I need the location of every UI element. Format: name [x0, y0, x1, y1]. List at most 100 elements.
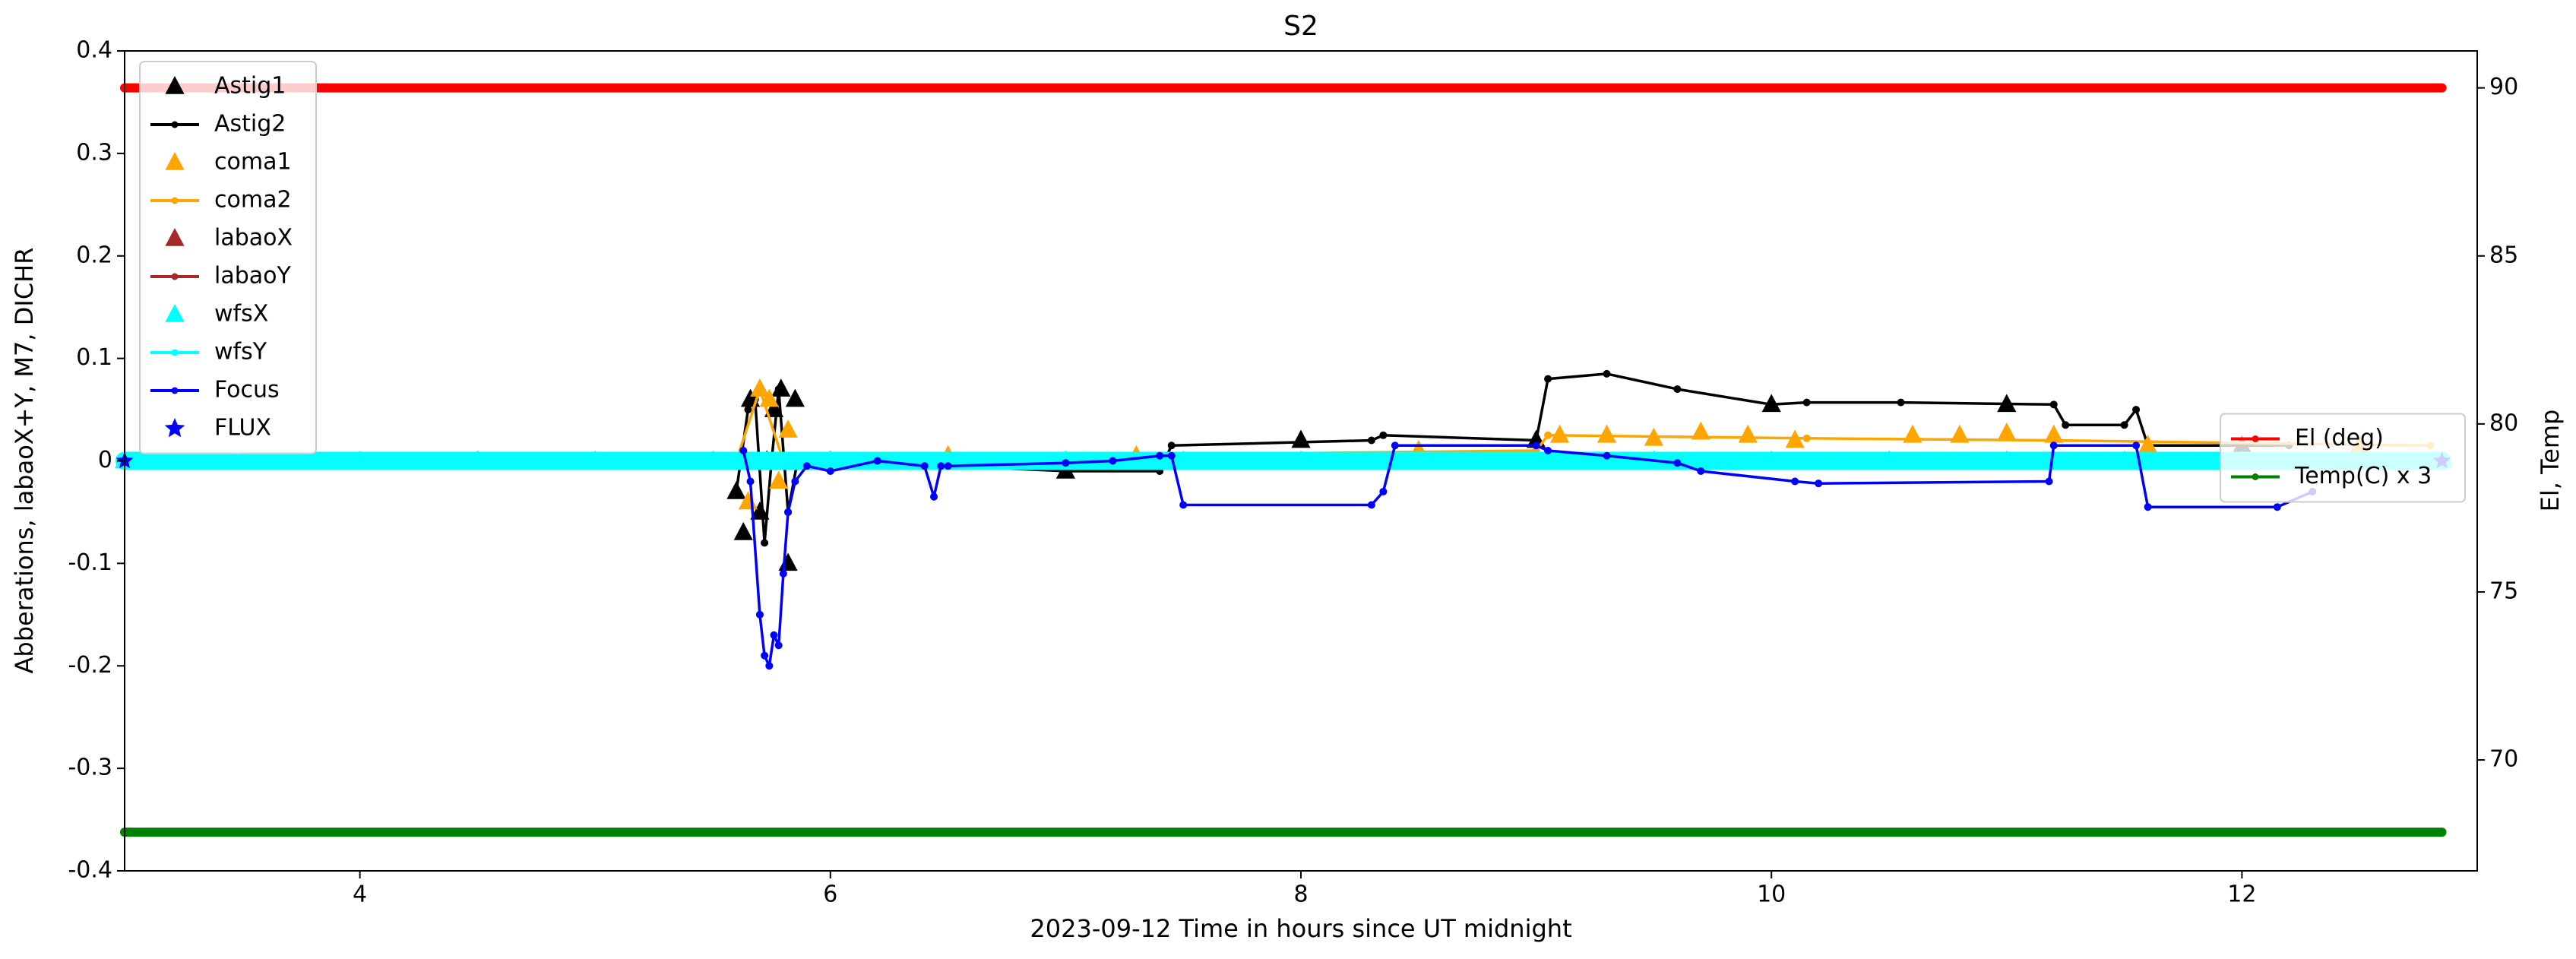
legend-box	[139, 61, 317, 454]
legend-label: Astig1	[214, 73, 286, 100]
plot-area	[115, 83, 2452, 837]
legend-label: El (deg)	[2295, 425, 2384, 451]
legend-label: Temp(C) x 3	[2294, 463, 2432, 489]
marker	[1532, 442, 1540, 450]
y-tick-label: -0.3	[68, 755, 112, 781]
legend-label: Focus	[214, 377, 280, 404]
series-line	[742, 444, 2313, 668]
marker	[1673, 385, 1682, 394]
marker	[1802, 398, 1811, 407]
marker	[2044, 424, 2064, 443]
marker	[1673, 459, 1682, 467]
y2-tick-label: 80	[2489, 410, 2518, 436]
marker	[1179, 501, 1188, 509]
marker	[1544, 447, 1552, 455]
legend-label: FLUX	[214, 415, 271, 442]
y2-axis-label: El, Temp	[2536, 410, 2565, 512]
marker	[873, 457, 881, 465]
legend-marker	[171, 121, 179, 128]
marker	[1062, 459, 1070, 467]
marker	[770, 631, 778, 639]
marker	[1544, 431, 1552, 439]
marker	[1367, 436, 1375, 445]
marker	[779, 569, 787, 578]
y-axis-label: Abberations, labaoX+Y, M7, DICHR	[10, 248, 39, 674]
marker	[1597, 424, 1617, 443]
x-tick-label: 12	[2227, 881, 2256, 908]
marker	[791, 477, 799, 486]
marker	[1167, 442, 1176, 450]
marker	[1379, 487, 1388, 495]
x-axis-label: 2023-09-12 Time in hours since UT midnig…	[1030, 914, 1571, 943]
marker	[1544, 375, 1552, 383]
marker	[744, 406, 752, 414]
marker	[1156, 451, 1164, 460]
marker	[1391, 442, 1399, 450]
legend-label: coma2	[214, 187, 292, 214]
legend-label: Astig2	[214, 111, 286, 138]
x-tick-label: 6	[823, 881, 837, 908]
marker	[2138, 435, 2158, 454]
marker	[732, 487, 740, 495]
marker	[1767, 400, 1776, 409]
marker	[1802, 434, 1811, 442]
marker	[761, 651, 769, 660]
marker	[2062, 421, 2070, 429]
legend-label: labaoX	[214, 225, 293, 252]
legend-marker	[165, 304, 185, 322]
legend-marker	[165, 76, 185, 94]
legend-label: wfsX	[214, 301, 268, 328]
marker	[930, 492, 938, 501]
marker	[1897, 398, 1905, 407]
legend-marker	[2252, 435, 2259, 442]
marker	[1791, 477, 1799, 486]
marker	[765, 662, 774, 670]
marker	[1691, 421, 1710, 440]
marker	[2437, 828, 2447, 837]
legend-label: coma1	[214, 149, 292, 176]
marker	[739, 447, 748, 455]
series-line	[735, 372, 2290, 545]
marker	[746, 477, 755, 486]
marker	[826, 467, 834, 475]
marker	[1379, 431, 1388, 439]
marker	[2049, 442, 2058, 450]
marker	[1997, 423, 2017, 441]
marker	[1167, 451, 1176, 460]
marker	[1603, 451, 1611, 460]
legend-marker	[165, 152, 185, 170]
marker	[784, 508, 793, 516]
marker	[733, 521, 753, 540]
legend-marker	[171, 197, 179, 204]
legend-marker	[165, 228, 185, 246]
y-tick-label: -0.4	[68, 857, 112, 884]
marker	[2144, 503, 2152, 511]
x-tick-label: 10	[1757, 881, 1786, 908]
marker	[774, 385, 783, 394]
marker	[774, 641, 783, 650]
marker	[769, 470, 789, 489]
legend-marker	[2252, 473, 2259, 480]
legend-marker	[171, 273, 179, 280]
marker	[1697, 467, 1705, 475]
marker	[1549, 424, 1570, 443]
chart-title: S2	[1283, 11, 1318, 42]
marker	[937, 462, 945, 470]
marker	[2120, 421, 2128, 429]
y-tick-label: 0	[98, 447, 112, 473]
y-tick-label: 0.3	[76, 139, 112, 166]
marker	[920, 462, 929, 470]
legend-box	[2220, 413, 2466, 503]
y-tick-label: 0.4	[76, 37, 112, 64]
marker	[755, 610, 764, 619]
marker	[2045, 477, 2053, 486]
y2-tick-label: 90	[2489, 74, 2518, 100]
marker	[2132, 406, 2141, 414]
marker	[750, 501, 770, 520]
marker	[1109, 457, 1117, 465]
marker	[802, 462, 811, 470]
marker	[1367, 501, 1375, 509]
marker	[761, 539, 769, 547]
